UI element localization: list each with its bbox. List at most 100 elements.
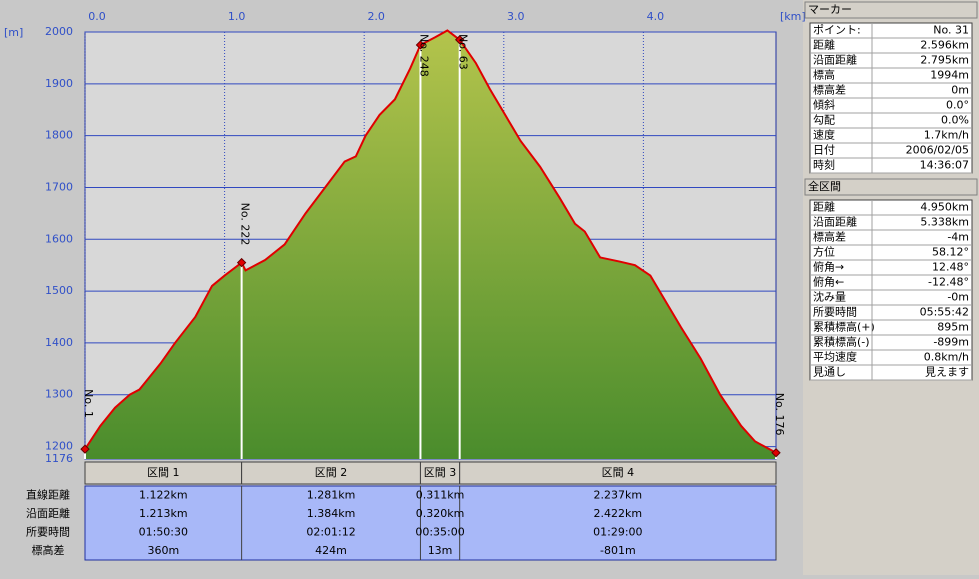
marker-point bbox=[454, 35, 465, 45]
y-tick-label: 1200 bbox=[45, 440, 73, 453]
table-cell: 0.311km bbox=[416, 488, 465, 501]
table-cell: 00:35:00 bbox=[415, 525, 464, 538]
panel-value: 12.48° bbox=[932, 261, 969, 274]
panel-value: 1994m bbox=[930, 69, 969, 82]
panel-key: 方位 bbox=[813, 245, 835, 259]
panel-key: ポイント: bbox=[813, 24, 861, 37]
table-cell: 1.122km bbox=[139, 488, 188, 501]
table-cell: 424m bbox=[315, 544, 347, 557]
panel-key: 平均速度 bbox=[813, 350, 857, 364]
panel-header-bg bbox=[804, 178, 978, 196]
panel-key: 累積標高(-) bbox=[813, 335, 870, 349]
panel-key: 累積標高(+) bbox=[813, 320, 875, 334]
y-tick-label: 1176 bbox=[45, 452, 73, 465]
table-header: 区間 4 bbox=[602, 466, 635, 479]
panel-value: -4m bbox=[947, 231, 969, 244]
x-tick-label: 1.0 bbox=[228, 10, 246, 23]
panel-header-bg bbox=[804, 1, 978, 19]
table-cell: 01:29:00 bbox=[593, 525, 642, 538]
x-tick-label: 2.0 bbox=[367, 10, 385, 23]
panel-value: 1.7km/h bbox=[924, 129, 969, 142]
table-cell: -801m bbox=[600, 544, 636, 557]
table-header: 区間 1 bbox=[147, 466, 180, 479]
x-unit: [km] bbox=[780, 10, 806, 23]
y-tick-label: 2000 bbox=[45, 25, 73, 38]
y-tick-label: 1700 bbox=[45, 180, 73, 193]
table-cell: 1.213km bbox=[139, 507, 188, 520]
panel-value: 14:36:07 bbox=[920, 159, 969, 172]
panel-title: マーカー bbox=[808, 3, 852, 16]
x-tick-label: 0.0 bbox=[88, 10, 106, 23]
table-header: 区間 3 bbox=[424, 466, 457, 479]
marker-label: No. 1 bbox=[82, 389, 95, 418]
row-label: 標高差 bbox=[32, 543, 65, 557]
table-cell: 2.422km bbox=[594, 507, 643, 520]
table-header-cell bbox=[459, 461, 777, 485]
marker-label: No. 63 bbox=[457, 34, 470, 70]
panel-key: 俯角← bbox=[813, 275, 844, 289]
panel-key: 距離 bbox=[813, 38, 835, 52]
panel-value: -899m bbox=[933, 336, 969, 349]
panel-value: 見えます bbox=[925, 366, 969, 379]
panel-value: 5.338km bbox=[920, 216, 969, 229]
row-label: 所要時間 bbox=[26, 525, 70, 538]
marker-label: No. 176 bbox=[773, 393, 786, 436]
panel-value: 2006/02/05 bbox=[906, 144, 969, 157]
table-cell: 2.237km bbox=[594, 488, 643, 501]
panel-value: 895m bbox=[937, 321, 969, 334]
table-cell: 01:50:30 bbox=[139, 525, 188, 538]
marker-point bbox=[415, 40, 426, 50]
panel-key: 勾配 bbox=[813, 114, 835, 127]
panel-value: 05:55:42 bbox=[920, 306, 969, 319]
y-tick-label: 1800 bbox=[45, 129, 73, 142]
panel-value: 0m bbox=[951, 84, 969, 97]
panel-value: 2.596km bbox=[920, 39, 969, 52]
row-label: 直線距離 bbox=[26, 487, 70, 501]
elevation-area bbox=[85, 30, 776, 460]
panel-key: 日付 bbox=[813, 144, 835, 157]
panel-key: 速度 bbox=[813, 128, 835, 142]
row-label: 沿面距離 bbox=[26, 506, 70, 520]
x-tick-label: 3.0 bbox=[507, 10, 525, 23]
marker-point bbox=[80, 444, 90, 454]
panel-key: 標高 bbox=[813, 68, 835, 82]
marker-label: No. 222 bbox=[239, 203, 252, 246]
table-body bbox=[84, 485, 777, 561]
table-cell: 0.320km bbox=[416, 507, 465, 520]
table-cell: 1.281km bbox=[307, 488, 356, 501]
panel-value: No. 31 bbox=[933, 24, 969, 37]
panel-key: 標高差 bbox=[813, 230, 846, 244]
panel-key: 時刻 bbox=[813, 158, 835, 172]
table-cell: 02:01:12 bbox=[306, 525, 355, 538]
panel-key: 沿面距離 bbox=[813, 53, 857, 67]
table-cell: 13m bbox=[428, 544, 453, 557]
panel-key: 俯角→ bbox=[813, 260, 844, 274]
y-tick-label: 1500 bbox=[45, 284, 73, 297]
y-tick-label: 1400 bbox=[45, 336, 73, 349]
panel-title: 全区間 bbox=[808, 179, 841, 193]
panel-value: 0.0° bbox=[946, 99, 969, 112]
panel-key: 沿面距離 bbox=[813, 215, 857, 229]
panel-value: 4.950km bbox=[920, 201, 969, 214]
table-cell: 1.384km bbox=[307, 507, 356, 520]
y-unit: [m] bbox=[4, 26, 23, 39]
marker-point bbox=[236, 257, 247, 268]
marker-point bbox=[771, 448, 781, 458]
panel-value: 58.12° bbox=[932, 246, 969, 259]
y-tick-label: 1600 bbox=[45, 232, 73, 245]
panel-value: -12.48° bbox=[928, 276, 969, 289]
table-cell: 360m bbox=[147, 544, 179, 557]
marker-label: No. 248 bbox=[417, 34, 430, 77]
panel-value: 2.795km bbox=[920, 54, 969, 67]
panel-key: 標高差 bbox=[813, 83, 846, 97]
panel-key: 沈み量 bbox=[813, 290, 846, 304]
panel-key: 所要時間 bbox=[813, 306, 857, 319]
y-tick-label: 1900 bbox=[45, 77, 73, 90]
panel-value: 0.8km/h bbox=[924, 351, 969, 364]
panel-key: 距離 bbox=[813, 200, 835, 214]
y-tick-label: 1300 bbox=[45, 388, 73, 401]
table-header: 区間 2 bbox=[315, 466, 348, 479]
panel-value: 0.0% bbox=[941, 114, 969, 127]
panel-value: -0m bbox=[947, 291, 969, 304]
